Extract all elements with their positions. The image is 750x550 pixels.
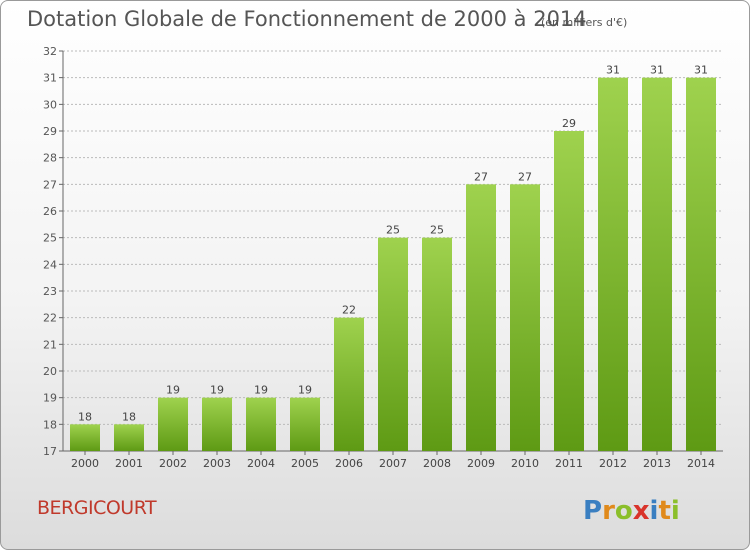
- y-tick-label: 18: [43, 418, 57, 431]
- bar-value-label: 25: [430, 224, 444, 237]
- x-tick-label: 2009: [467, 457, 495, 470]
- y-tick-label: 24: [43, 258, 57, 271]
- bar: [334, 317, 364, 451]
- x-tick-label: 2007: [379, 457, 407, 470]
- bars: [70, 77, 716, 452]
- bar: [290, 397, 320, 451]
- y-tick-label: 23: [43, 285, 57, 298]
- bar: [642, 77, 672, 452]
- x-tick-label: 2005: [291, 457, 319, 470]
- bar-value-label: 27: [518, 170, 532, 183]
- bar: [246, 397, 276, 451]
- y-tick-label: 25: [43, 232, 57, 245]
- y-tick-label: 31: [43, 72, 57, 85]
- bar-value-label: 18: [122, 410, 136, 423]
- y-tick-label: 32: [43, 45, 57, 58]
- bar-value-label: 31: [606, 64, 620, 77]
- y-tick-label: 30: [43, 98, 57, 111]
- bar-value-label: 22: [342, 304, 356, 317]
- y-tick-label: 26: [43, 205, 57, 218]
- bar: [378, 237, 408, 451]
- bar: [466, 184, 496, 452]
- chart-title: Dotation Globale de Fonctionnement de 20…: [27, 7, 587, 31]
- chart-subtitle: (en milliers d'€): [541, 16, 628, 29]
- bar-value-label: 19: [298, 384, 312, 397]
- x-tick-label: 2002: [159, 457, 187, 470]
- x-tick-label: 2011: [555, 457, 583, 470]
- y-tick-label: 29: [43, 125, 57, 138]
- bar: [554, 131, 584, 451]
- y-tick-label: 28: [43, 152, 57, 165]
- bar-value-label: 31: [694, 64, 708, 77]
- y-tick-label: 19: [43, 392, 57, 405]
- commune-name: BERGICOURT: [37, 497, 157, 519]
- bar-value-label: 27: [474, 170, 488, 183]
- labels: 17 18 19 20 21 22 23 24 25 26 27 28 29 30 31 32 18 2000 18…: [43, 45, 715, 470]
- x-tick-label: 2006: [335, 457, 363, 470]
- bar: [114, 424, 144, 451]
- bar-value-label: 19: [254, 384, 268, 397]
- bar: [70, 424, 100, 451]
- x-tick-label: 2008: [423, 457, 451, 470]
- bar-value-label: 19: [166, 384, 180, 397]
- x-tick-label: 2014: [687, 457, 715, 470]
- y-tick-label: 17: [43, 445, 57, 458]
- bar-value-label: 19: [210, 384, 224, 397]
- bar-value-label: 18: [78, 410, 92, 423]
- bar: [422, 237, 452, 451]
- bar-value-label: 29: [562, 117, 576, 130]
- bar: [686, 77, 716, 452]
- bar: [598, 77, 628, 452]
- y-tick-label: 20: [43, 365, 57, 378]
- svg-text:Proxiti: Proxiti: [583, 496, 680, 526]
- y-tick-label: 21: [43, 338, 57, 351]
- x-tick-label: 2001: [115, 457, 143, 470]
- x-tick-label: 2013: [643, 457, 671, 470]
- bar: [510, 184, 540, 452]
- bar-value-label: 31: [650, 64, 664, 77]
- x-tick-label: 2003: [203, 457, 231, 470]
- bar-value-label: 25: [386, 224, 400, 237]
- bar: [202, 397, 232, 451]
- x-tick-label: 2012: [599, 457, 627, 470]
- x-tick-label: 2004: [247, 457, 275, 470]
- proxiti-logo: Proxiti: [583, 496, 680, 526]
- y-tick-label: 22: [43, 312, 57, 325]
- y-tick-label: 27: [43, 178, 57, 191]
- x-tick-label: 2000: [71, 457, 99, 470]
- bar: [158, 397, 188, 451]
- x-tick-label: 2010: [511, 457, 539, 470]
